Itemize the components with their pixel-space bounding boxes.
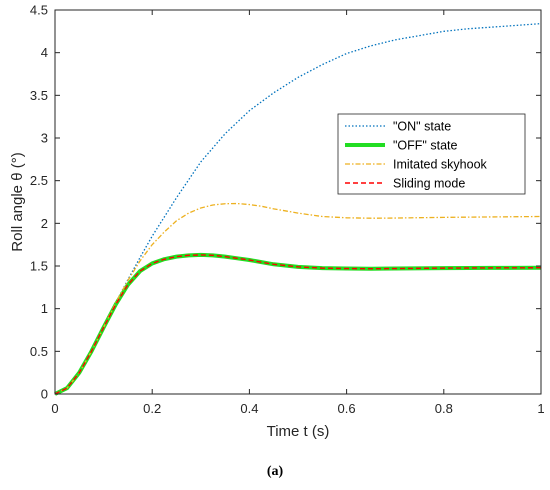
legend-box (337, 113, 526, 195)
y-tick-label: 1.5 (30, 259, 48, 274)
legend-label-1: "ON" state (393, 120, 451, 134)
legend-label-3: Imitated skyhook (393, 158, 488, 172)
y-tick-label: 2.5 (30, 173, 48, 188)
y-tick-label: 0.5 (30, 344, 48, 359)
y-tick-label: 2 (41, 216, 48, 231)
y-tick-label: 1 (41, 301, 48, 316)
ticks-layer: 0 0.2 0.4 0.6 0.8 1 0 0.5 1 1.5 2 2.5 3 3.5 4 4.5 (30, 3, 545, 417)
series-layer (54, 23, 542, 396)
series-line-3 (54, 202, 542, 395)
y-tick-label: 4 (41, 45, 48, 60)
legend-label-2: "OFF" state (393, 139, 457, 153)
y-tick-label: 3 (41, 131, 48, 146)
y-tick-label: 0 (41, 387, 48, 402)
y-tick-label: 3.5 (30, 88, 48, 103)
x-tick-label: 0 (51, 401, 58, 416)
y-tick-label: 4.5 (30, 3, 48, 18)
x-axis-label: Time t (s) (267, 423, 330, 440)
x-tick-label: 0.6 (338, 401, 356, 416)
series-line-4 (54, 254, 542, 395)
plot-area (55, 10, 541, 394)
x-tick-label: 0.2 (143, 401, 161, 416)
y-axis-label: Roll angle θ (°) (9, 152, 26, 251)
legend: "ON" state "OFF" state Imitated skyhook Sli… (337, 113, 526, 195)
x-tick-label: 1 (537, 401, 544, 416)
x-tick-label: 0.4 (240, 401, 258, 416)
figure-caption: (a) (267, 464, 284, 479)
legend-label-4: Sliding mode (393, 177, 465, 191)
x-tick-label: 0.8 (435, 401, 453, 416)
plot-frame (54, 9, 542, 395)
